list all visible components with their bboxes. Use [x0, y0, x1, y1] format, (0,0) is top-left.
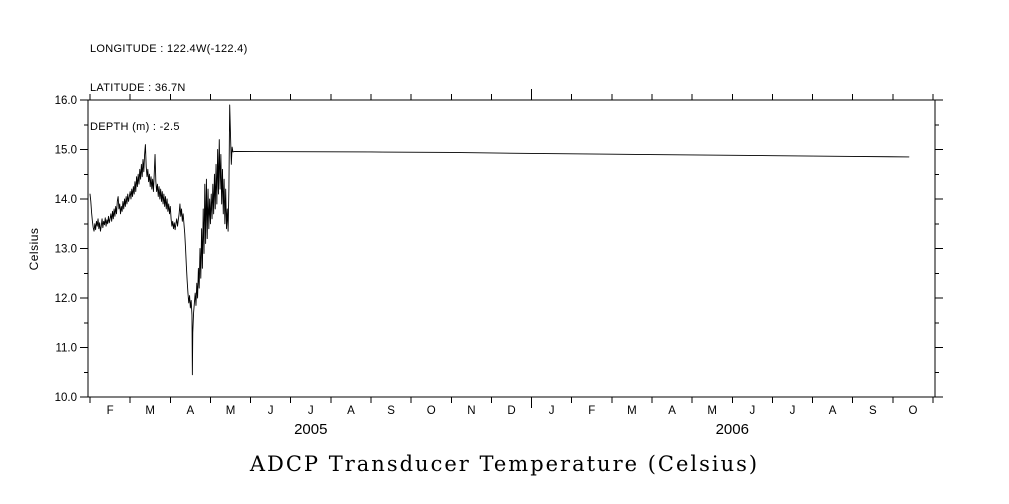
- month-label: A: [829, 405, 837, 417]
- year-label: 2005: [294, 421, 327, 438]
- plot-header: LONGITUDE : 122.4W(-122.4) LATITUDE : 36…: [90, 17, 248, 147]
- y-tick-label: 11.0: [55, 343, 77, 355]
- month-label: A: [347, 405, 355, 417]
- month-label: F: [588, 405, 595, 417]
- month-label: F: [107, 405, 114, 417]
- month-label: O: [908, 405, 917, 417]
- month-label: O: [427, 405, 436, 417]
- month-label: M: [226, 405, 236, 417]
- month-label: J: [549, 405, 555, 417]
- series-line: [89, 104, 910, 376]
- y-tick-label: 16.0: [55, 95, 77, 107]
- year-label: 2006: [716, 421, 749, 438]
- y-tick-label: 13.0: [55, 244, 77, 256]
- y-tick-label: 14.0: [55, 194, 77, 206]
- month-label: M: [707, 405, 717, 417]
- y-tick-label: 12.0: [55, 293, 77, 305]
- month-label: J: [790, 405, 796, 417]
- month-label: N: [467, 405, 475, 417]
- latitude-label: LATITUDE : 36.7N: [90, 82, 186, 94]
- month-label: A: [187, 405, 195, 417]
- month-label: J: [268, 405, 274, 417]
- depth-label: DEPTH (m) : -2.5: [90, 121, 180, 133]
- chart-title: ADCP Transducer Temperature (Celsius): [249, 452, 760, 476]
- month-label: M: [627, 405, 637, 417]
- month-label: J: [749, 405, 755, 417]
- month-label: S: [869, 405, 877, 417]
- month-label: S: [387, 405, 395, 417]
- longitude-label: LONGITUDE : 122.4W(-122.4): [90, 43, 248, 55]
- month-label: D: [507, 405, 515, 417]
- y-tick-label: 10.0: [55, 392, 77, 404]
- plot-box: [87, 99, 936, 398]
- month-label: J: [308, 405, 314, 417]
- y-tick-label: 15.0: [55, 145, 77, 157]
- month-label: M: [145, 405, 155, 417]
- month-label: A: [668, 405, 676, 417]
